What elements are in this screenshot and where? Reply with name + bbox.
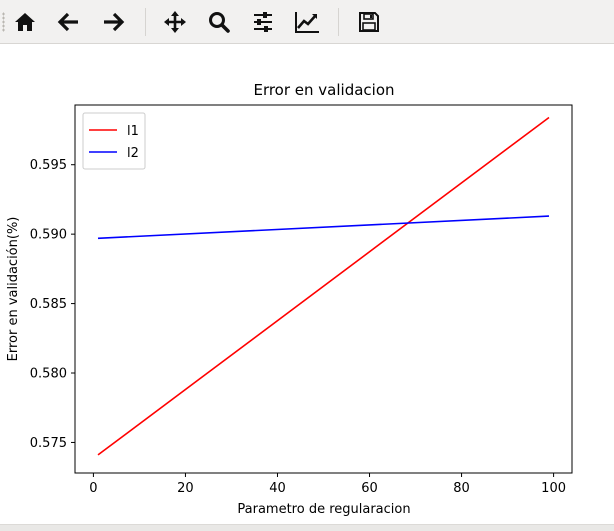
navigation-toolbar	[0, 0, 614, 44]
y-tick-label: 0.575	[30, 436, 67, 451]
edit-axes-button[interactable]	[291, 6, 323, 38]
home-icon	[15, 13, 35, 31]
x-tick-label: 0	[89, 481, 97, 496]
sliders-icon	[254, 12, 272, 32]
y-tick-label: 0.580	[30, 367, 67, 382]
y-axis-label: Error en validación(%)	[6, 217, 21, 362]
zoom-button[interactable]	[203, 6, 235, 38]
pan-icon	[164, 11, 186, 33]
save-button[interactable]	[353, 6, 385, 38]
configure-subplots-button[interactable]	[247, 6, 279, 38]
y-tick-label: 0.590	[30, 228, 67, 243]
forward-button[interactable]	[97, 6, 129, 38]
x-tick-label: 40	[269, 481, 286, 496]
legend-label-l2: l2	[127, 146, 139, 161]
x-tick-label: 60	[361, 481, 378, 496]
x-tick-label: 80	[453, 481, 470, 496]
chart: Error en validacion 0 20 40 60 80 100 0.575 0.5…	[6, 81, 573, 517]
x-tick-label: 20	[177, 481, 194, 496]
legend-label-l1: l1	[127, 124, 139, 139]
toolbar-grip	[2, 12, 5, 32]
save-icon	[359, 12, 379, 32]
toolbar-separator	[145, 8, 146, 36]
chart-title: Error en validacion	[253, 81, 394, 99]
series-line-l2	[97, 215, 550, 240]
x-axis-label: Parametro de regularacion	[237, 502, 410, 517]
x-tick-label: 100	[541, 481, 566, 496]
series-line-l1	[97, 116, 550, 456]
edit-axes-icon	[295, 12, 319, 33]
zoom-icon	[209, 12, 230, 33]
y-tick-label: 0.595	[30, 158, 67, 173]
figure-canvas[interactable]: Error en validacion 0 20 40 60 80 100 0.575 0.5…	[0, 44, 614, 524]
home-button[interactable]	[9, 6, 41, 38]
back-arrow-icon	[57, 12, 78, 32]
toolbar-separator	[338, 8, 339, 36]
forward-arrow-icon	[104, 12, 125, 32]
pan-button[interactable]	[159, 6, 191, 38]
y-tick-label: 0.585	[30, 297, 67, 312]
legend-box	[82, 112, 146, 170]
back-button[interactable]	[53, 6, 85, 38]
axes-frame	[74, 104, 573, 474]
status-bar	[0, 524, 614, 531]
